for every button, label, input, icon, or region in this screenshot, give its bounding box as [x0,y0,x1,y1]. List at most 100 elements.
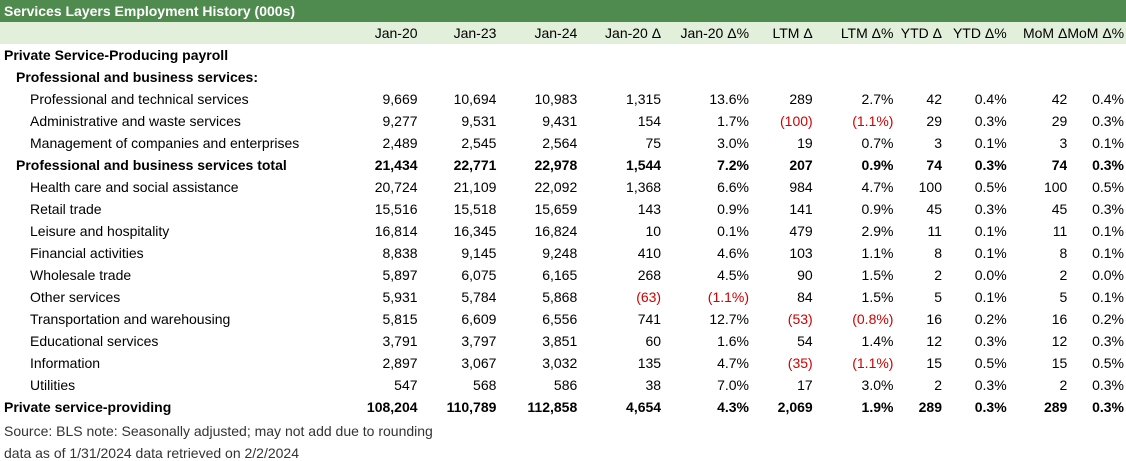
value-cell: 4.3% [717,399,750,415]
table-row: Management of companies and enterprises 2… [0,132,1126,154]
value-cell: 5,897 [382,267,418,283]
value-cell [590,44,669,66]
value-cell: 1.6% [717,333,750,349]
value-cell: 4,654 [626,399,662,415]
value-cell: 0.1% [974,245,1007,261]
value-cell: 7.0% [717,377,750,393]
value-cell: 1.9% [861,399,894,415]
value-cell: 2 [1059,377,1068,393]
value-cell: 6,556 [542,311,578,327]
value-cell [346,44,427,66]
table-row: Professional and technical services 9,669… [0,88,1126,110]
value-cell [1007,66,1068,88]
value-cell: 7.2% [717,157,750,173]
value-cell: 74 [1051,157,1068,173]
value-cell: 3.0% [861,377,894,393]
value-cell: 0.3% [974,333,1007,349]
value-cell: (100) [780,113,813,129]
value-cell: 15,518 [453,201,497,217]
value-cell: 42 [1051,91,1068,107]
value-cell: 4.7% [717,355,750,371]
table-row: Private service-providing 108,204 110,789 1… [0,396,1126,418]
value-cell: 141 [789,201,813,217]
value-cell: 5 [1059,289,1068,305]
value-cell: 0.0% [1092,267,1124,283]
row-label: Utilities [30,377,76,393]
value-cell: 21,109 [453,179,497,195]
value-cell: 9,248 [542,245,578,261]
value-cell: 103 [789,245,813,261]
row-label: Wholesale trade [30,267,132,283]
value-cell: 268 [637,267,662,283]
value-cell: 0.3% [974,201,1007,217]
value-cell [669,66,756,88]
column-header: YTD Δ [900,25,942,41]
value-cell: 6,165 [542,267,578,283]
value-cell: 22,092 [534,179,578,195]
table-row: Professional and business services: [0,66,1126,88]
value-cell: (1.1%) [852,355,894,371]
column-header: LTM Δ [772,25,813,41]
column-header: MoM Δ [1022,25,1068,41]
value-cell [942,44,1007,66]
value-cell: 410 [637,245,662,261]
value-cell: 12.7% [709,311,750,327]
row-label: Educational services [30,333,159,349]
value-cell: 0.1% [974,223,1007,239]
value-cell: 0.1% [1092,135,1124,151]
value-cell: 100 [1043,179,1068,195]
value-cell: 9,431 [542,113,578,129]
value-cell: 2,545 [461,135,497,151]
value-cell: 9,145 [461,245,497,261]
value-cell: 207 [789,157,813,173]
value-cell: 13.6% [709,91,750,107]
row-label: Professional and business services total [16,157,287,173]
value-cell: 3 [934,135,942,151]
value-cell: 2.9% [861,223,894,239]
value-cell: 9,531 [461,113,497,129]
value-cell: 0.4% [1092,91,1124,107]
table-row: Educational services 3,791 3,797 3,851 60 1.6… [0,330,1126,352]
value-cell: 3,797 [461,333,497,349]
value-cell: 5,784 [461,289,497,305]
value-cell: 0.3% [1092,157,1124,173]
value-cell: 20,724 [374,179,418,195]
value-cell: 547 [394,377,418,393]
value-cell: 0.5% [974,179,1007,195]
value-cell [821,44,894,66]
value-cell: 2 [934,267,942,283]
value-cell: 3,032 [542,355,578,371]
value-cell: 5,815 [382,311,418,327]
column-header: Jan-20 Δ [605,25,662,41]
value-cell: 289 [1043,399,1068,415]
value-cell: 16,345 [453,223,497,239]
value-cell [756,66,821,88]
value-cell: 60 [645,333,662,349]
value-cell: 135 [637,355,662,371]
table-title: Services Layers Employment History (000s… [4,3,296,19]
value-cell: 54 [797,333,813,349]
value-cell: 3 [1059,135,1068,151]
value-cell: 108,204 [366,399,418,415]
data-dates: data as of 1/31/2024 data retrieved on 2… [4,445,300,461]
label-column-header [0,22,346,44]
value-cell: (35) [787,355,813,371]
column-header: Jan-24 [534,25,578,41]
value-cell: 29 [1051,113,1068,129]
value-cell: 6.6% [717,179,750,195]
table-row: Professional and business services total… [0,154,1126,176]
table-body: Private Service-Producing payroll Profess… [0,44,1126,418]
value-cell [756,44,821,66]
value-cell: 0.1% [974,135,1007,151]
value-cell: 8 [1059,245,1068,261]
header-row: Jan-20 Jan-23 Jan-24 Jan-20 Δ Jan-20 Δ% LTM Δ… [0,22,1126,44]
value-cell: 29 [926,113,942,129]
value-cell: 3,791 [382,333,418,349]
row-label: Private Service-Producing payroll [4,47,229,63]
row-label: Professional and technical services [30,91,249,107]
value-cell: 15,516 [374,201,418,217]
value-cell: 3,067 [461,355,497,371]
header-band [0,22,1126,44]
value-cell: 10 [645,223,662,239]
value-cell: 154 [637,113,662,129]
